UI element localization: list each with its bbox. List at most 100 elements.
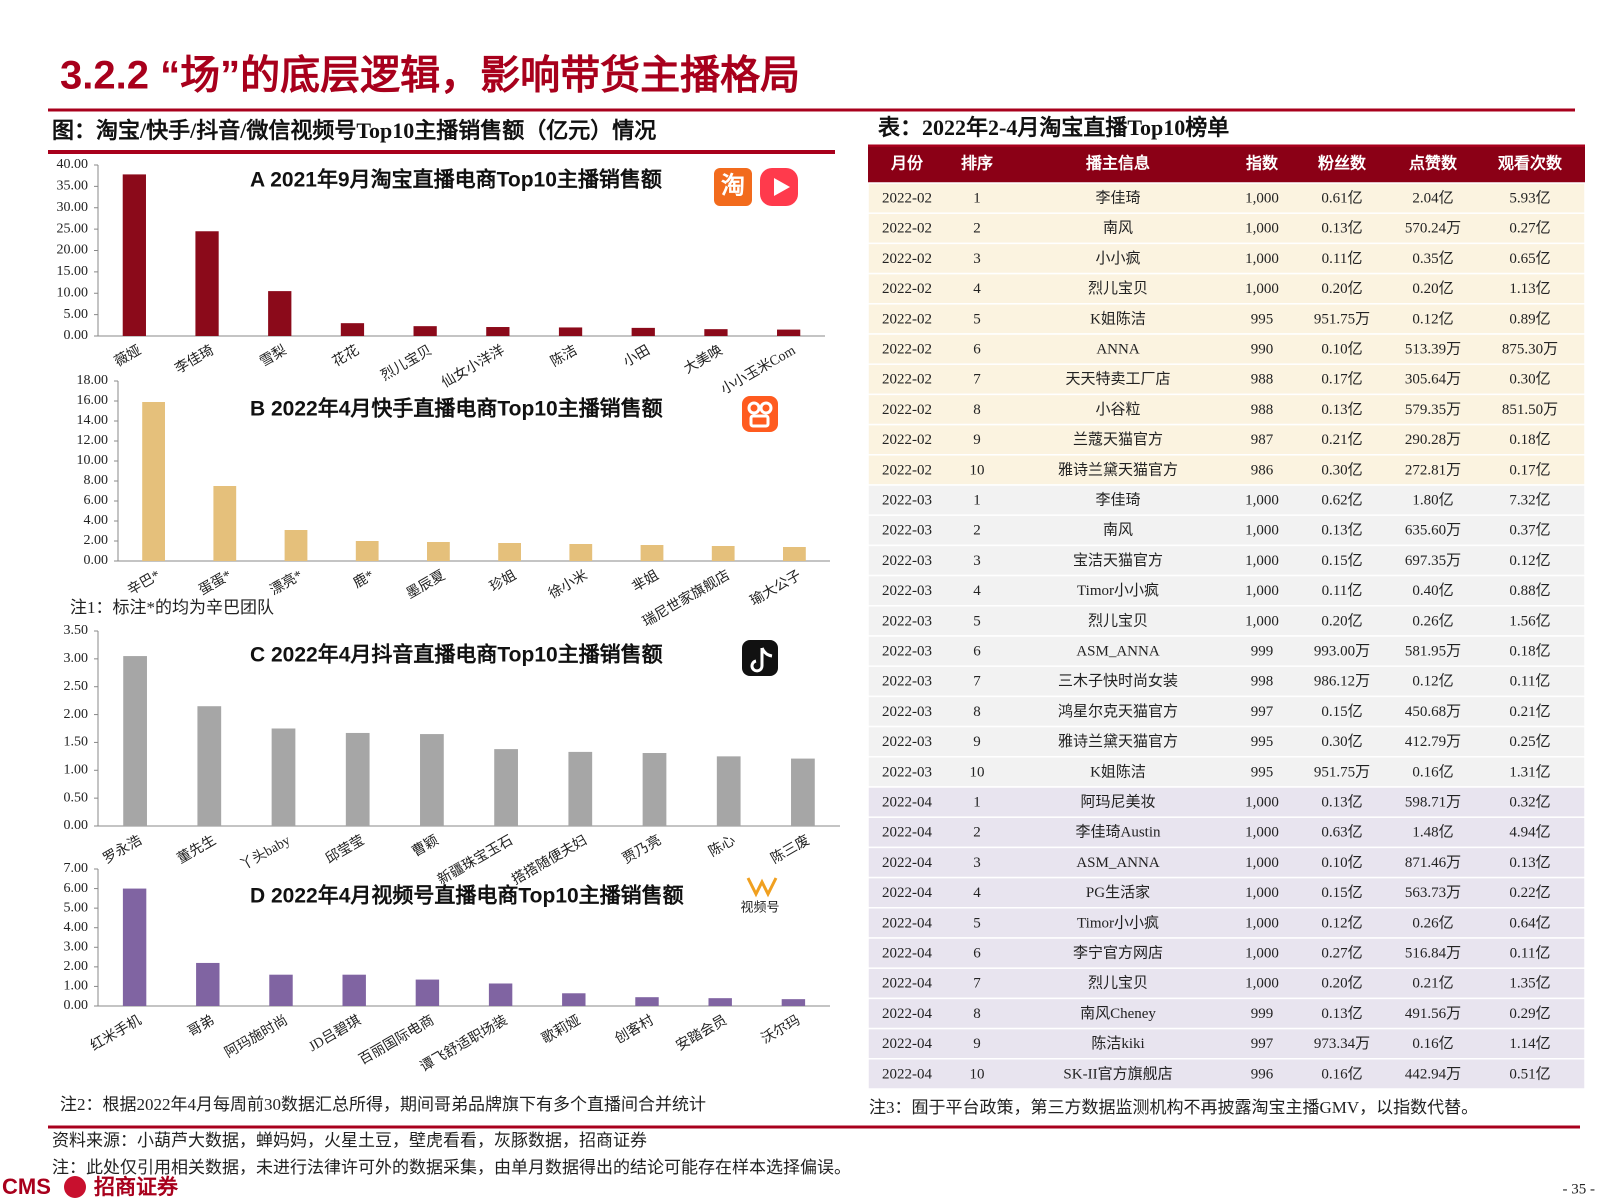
bar	[415, 979, 440, 1006]
x-tick-label: 丫头baby	[237, 832, 293, 873]
table-cell: 8	[973, 1006, 981, 1022]
table-caption: 表：2022年2-4月淘宝直播Top10榜单	[878, 115, 1229, 140]
play-glyph	[774, 178, 790, 196]
table-cell: 2022-04	[882, 825, 932, 841]
table-cell: 993.00万	[1314, 644, 1370, 660]
y-tick-label: 5.00	[64, 900, 89, 915]
bar	[488, 983, 513, 1006]
table-cell: 2	[973, 523, 981, 539]
column-header: 点赞数	[1409, 154, 1458, 173]
bar	[783, 547, 806, 561]
table-cell: 南风Cheney	[1080, 1005, 1156, 1022]
y-tick-label: 14.00	[77, 413, 109, 428]
table-cell: 1,000	[1245, 191, 1279, 207]
x-tick-label: 雪梨	[257, 342, 289, 370]
table-row	[867, 423, 1586, 456]
table-cell: 0.17亿	[1509, 461, 1550, 478]
bar	[631, 327, 655, 336]
table-cell: 995	[1251, 764, 1274, 780]
y-tick-label: 4.00	[64, 920, 89, 935]
table-cell: 2022-04	[882, 885, 932, 901]
table-cell: 951.75万	[1314, 764, 1370, 780]
bar	[635, 997, 659, 1006]
table-cell: 579.35万	[1405, 402, 1461, 418]
x-tick-label: 阿玛施时尚	[222, 1012, 291, 1061]
table-cell: 851.50万	[1502, 402, 1558, 418]
bar	[122, 174, 146, 336]
table-cell: 598.71万	[1405, 795, 1461, 811]
x-tick-label: 创客村	[612, 1012, 657, 1048]
kuaishou-glyph	[759, 401, 773, 415]
table-row	[867, 544, 1586, 577]
x-tick-label: 红米手机	[88, 1012, 144, 1054]
table-cell: 1,000	[1245, 251, 1279, 267]
channels-glyph	[746, 877, 778, 898]
table-cell: 0.40亿	[1412, 582, 1453, 599]
table-row	[867, 182, 1586, 214]
bar	[268, 291, 292, 336]
figure-caption: 图：淘宝/快手/抖音/微信视频号Top10主播销售额（亿元）情况	[52, 118, 656, 143]
table-row	[867, 816, 1586, 849]
x-tick-label: 珍姐	[487, 567, 519, 595]
table-cell: 1.80亿	[1412, 492, 1453, 509]
table-cell: 986	[1251, 462, 1274, 478]
table-row	[867, 846, 1586, 879]
table-cell: 581.95万	[1405, 644, 1461, 660]
bar	[271, 728, 296, 826]
x-tick-label: 徐小米	[546, 567, 590, 602]
page-title: 3.2.2 “场”的底层逻辑，影响带货主播格局	[60, 54, 800, 98]
table-cell: 1	[973, 493, 981, 509]
table-cell: 2	[973, 221, 981, 237]
column-header: 观看次数	[1498, 154, 1563, 173]
table-cell: 2022-03	[882, 764, 932, 780]
x-tick-label: 辛巴*	[125, 567, 163, 598]
table-cell: 烈儿宝贝	[1088, 280, 1148, 297]
table-cell: 陈洁kiki	[1091, 1034, 1144, 1052]
table-cell: 2022-04	[882, 1036, 932, 1052]
bar	[420, 734, 444, 826]
bar	[777, 329, 801, 336]
table-cell: 513.39万	[1405, 342, 1461, 358]
column-header: 月份	[890, 154, 924, 173]
table-cell: 995	[1251, 734, 1274, 750]
logo-company: 招商证券	[94, 1175, 179, 1199]
y-tick-label: 2.00	[64, 959, 89, 974]
table-cell: 516.84万	[1405, 946, 1461, 962]
table-cell: ASM_ANNA	[1076, 644, 1160, 660]
bar	[142, 402, 165, 561]
table-cell: 0.21亿	[1509, 703, 1550, 720]
table-cell: 0.13亿	[1321, 220, 1362, 237]
table-row	[867, 303, 1586, 335]
table-cell: 973.34万	[1314, 1036, 1370, 1052]
table-cell: 2022-03	[882, 734, 932, 750]
table-row	[867, 876, 1586, 909]
bar	[413, 326, 437, 336]
bar	[711, 546, 735, 561]
table-cell: 1,000	[1245, 281, 1279, 297]
table-cell: 570.24万	[1405, 221, 1461, 237]
table-cell: 0.11亿	[1510, 673, 1551, 690]
table-cell: 1	[973, 191, 981, 207]
y-tick-label: 18.00	[77, 373, 109, 388]
y-tick-label: 1.50	[64, 735, 89, 750]
table-cell: 1,000	[1245, 583, 1279, 599]
douyin-glyph	[750, 647, 773, 673]
table-cell: 2022-04	[882, 795, 932, 811]
column-header: 播主信息	[1086, 154, 1150, 173]
table-cell: 0.22亿	[1509, 884, 1550, 901]
table-cell: 0.20亿	[1321, 975, 1362, 992]
table-cell: 9	[973, 432, 981, 448]
x-tick-label: 新疆珠宝玉石	[435, 832, 516, 888]
y-tick-label: 0.00	[84, 553, 109, 568]
y-tick-label: 40.00	[57, 157, 89, 172]
x-tick-label: 小田	[621, 342, 653, 370]
x-tick-label: 沃尔玛	[759, 1012, 803, 1047]
table-row	[867, 333, 1586, 365]
table-cell: 1,000	[1245, 946, 1279, 962]
x-tick-label: 烈儿宝贝	[378, 342, 434, 384]
table-cell: 2022-03	[882, 613, 932, 629]
table-cell: 0.11亿	[1322, 250, 1363, 267]
bar	[196, 962, 220, 1006]
table-cell: 1.35亿	[1509, 975, 1550, 992]
y-tick-label: 7.00	[64, 861, 89, 876]
